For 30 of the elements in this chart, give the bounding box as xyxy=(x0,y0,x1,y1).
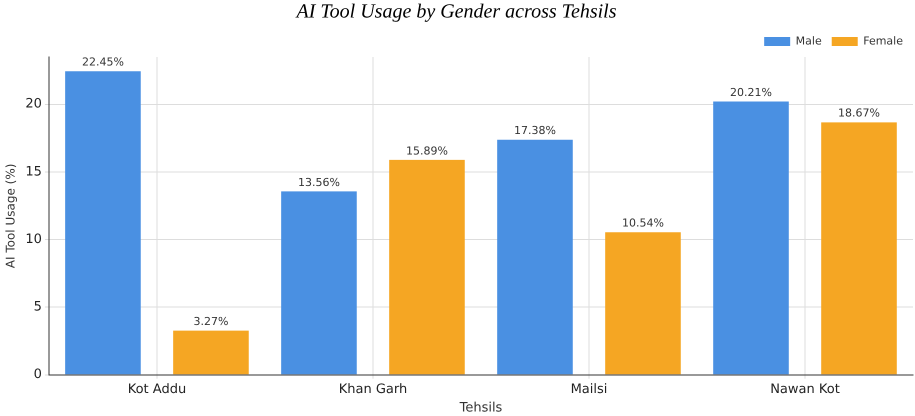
legend-label: Male xyxy=(796,34,822,48)
bar xyxy=(497,140,573,374)
x-tick-label: Mailsi xyxy=(570,382,608,397)
data-label: 20.21% xyxy=(730,86,772,99)
data-label: 3.27% xyxy=(193,314,228,328)
x-tick-label: Khan Garh xyxy=(338,382,408,397)
data-label: 15.89% xyxy=(406,144,448,158)
bar xyxy=(389,160,465,374)
bar xyxy=(713,101,789,374)
y-tick-label: 20 xyxy=(25,96,42,112)
y-tick-label: 5 xyxy=(34,300,42,315)
data-label: 10.54% xyxy=(622,216,664,230)
chart-title: AI Tool Usage by Gender across Tehsils xyxy=(294,0,617,22)
x-tick-label: Kot Addu xyxy=(128,382,186,397)
bar xyxy=(821,122,897,374)
bar xyxy=(281,191,357,374)
bar xyxy=(173,330,249,374)
data-label: 17.38% xyxy=(514,124,556,138)
y-axis-title: AI Tool Usage (%) xyxy=(3,164,18,268)
x-axis-title: Tehsils xyxy=(458,400,503,416)
bar xyxy=(65,71,141,374)
y-tick-label: 15 xyxy=(25,164,42,180)
x-tick-label: Nawan Kot xyxy=(770,382,840,397)
bar xyxy=(605,232,681,374)
y-tick-label: 0 xyxy=(34,367,42,382)
data-label: 18.67% xyxy=(838,106,880,120)
y-tick-label: 10 xyxy=(25,232,42,247)
data-label: 22.45% xyxy=(82,56,124,69)
legend-label: Female xyxy=(863,34,904,48)
data-label: 13.56% xyxy=(298,176,340,189)
